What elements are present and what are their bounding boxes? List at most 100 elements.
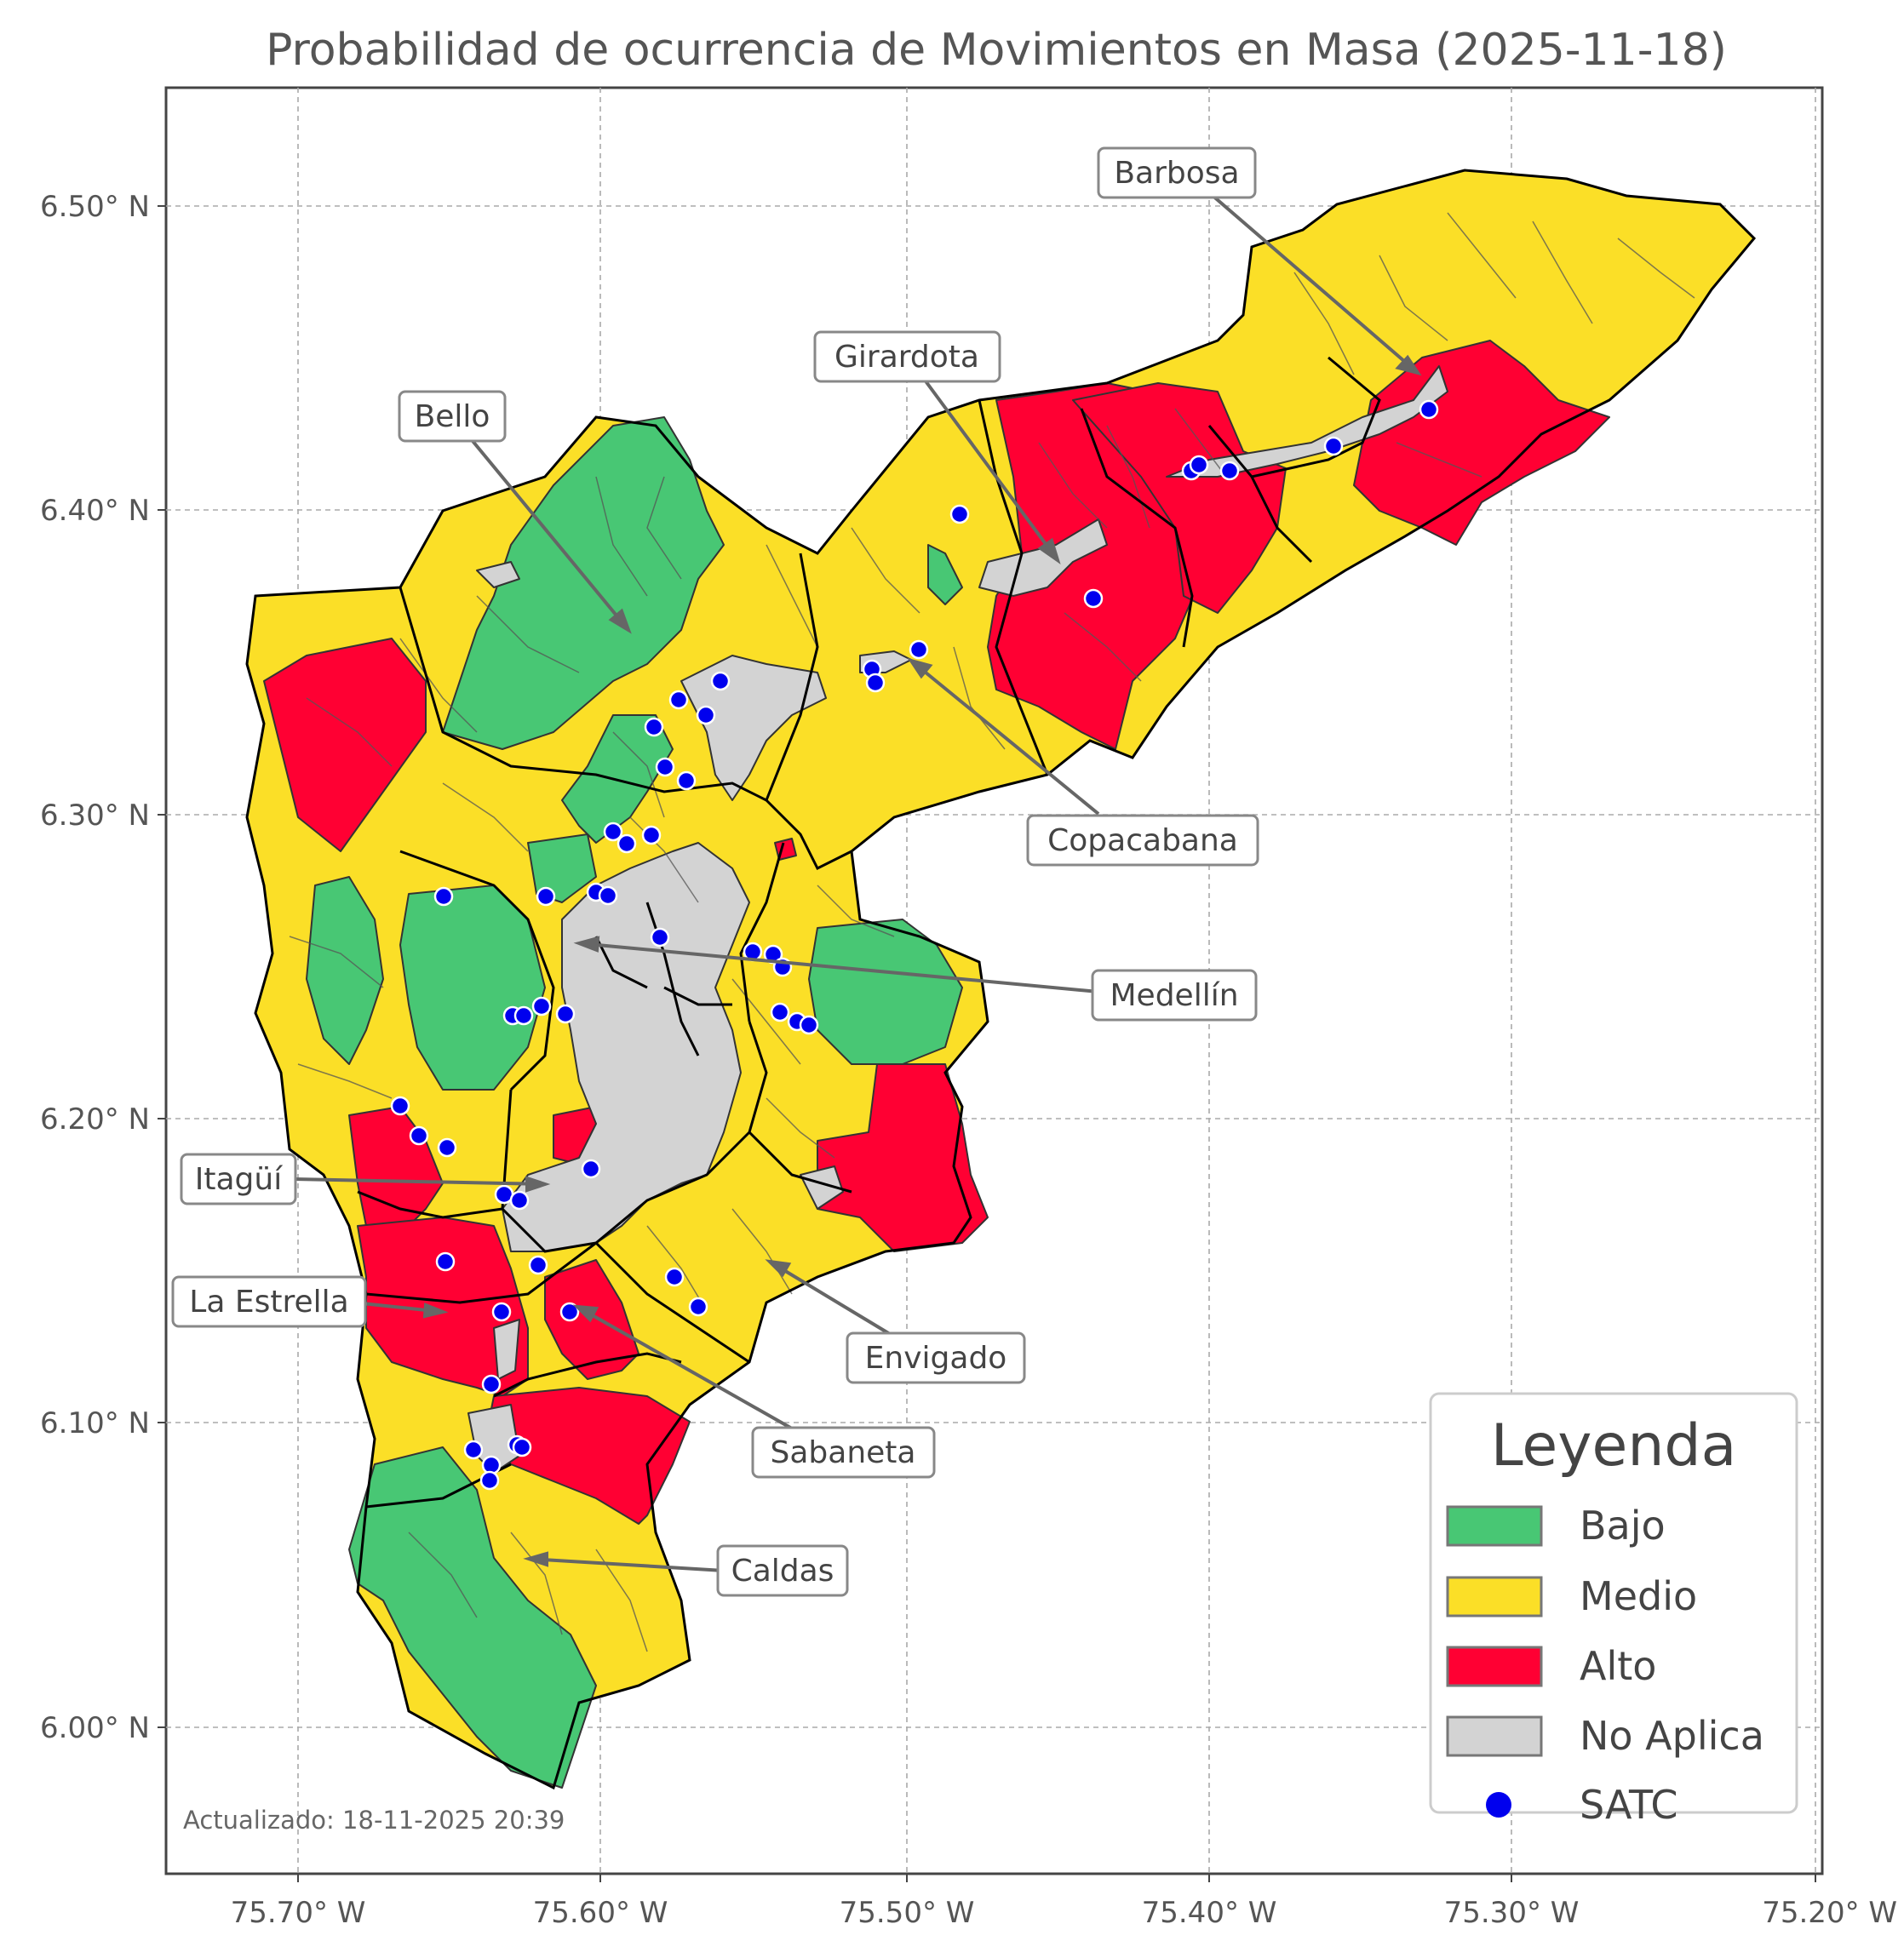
satc-station — [479, 1470, 500, 1491]
y-tick-label: 6.30° N — [40, 799, 150, 833]
satc-station — [555, 1004, 576, 1024]
satc-station — [668, 690, 689, 710]
satc-station — [536, 886, 556, 907]
satc-station — [598, 885, 618, 906]
legend-swatch-alto — [1446, 1646, 1543, 1687]
callout-label-barbosa: Barbosa — [1097, 146, 1257, 199]
satc-station — [603, 822, 623, 842]
y-axis: 6.50° N 6.40° N 6.30° N 6.20° N 6.10° N … — [40, 190, 150, 1745]
callout-label-envigado: Envigado — [846, 1331, 1026, 1384]
region-bajo-bello — [442, 416, 725, 750]
x-tick-label: 75.70° W — [231, 1896, 366, 1930]
svg-text:Copacabana: Copacabana — [1047, 823, 1238, 858]
region-alto-barbosa-east — [1353, 340, 1610, 546]
svg-text:Itagüí: Itagüí — [195, 1162, 283, 1197]
satc-station — [655, 757, 675, 777]
satc-station — [909, 639, 929, 660]
callout-arrows — [294, 187, 1422, 1572]
legend-label-no-aplica: No Aplica — [1580, 1713, 1764, 1759]
satc-station — [641, 825, 662, 845]
region-alto-barbosa-mid — [1072, 382, 1287, 614]
municipal-boundaries — [245, 169, 1757, 1790]
region-no-aplica-bello-north — [476, 561, 520, 588]
region-no-aplica-envigado — [800, 1165, 844, 1210]
y-tick-label: 6.40° N — [40, 494, 150, 528]
legend-item-alto: Alto — [1446, 1643, 1656, 1689]
satc-station — [770, 1002, 790, 1022]
callout-label-sabaneta: Sabaneta — [751, 1426, 936, 1479]
satc-station — [513, 1005, 534, 1026]
callout-label-medellin: Medellín — [1091, 969, 1258, 1022]
satc-station — [581, 1159, 601, 1179]
satc-station — [491, 1302, 512, 1322]
svg-text:Sabaneta: Sabaneta — [771, 1435, 916, 1470]
satc-station — [1219, 461, 1240, 481]
legend-marker-satc — [1486, 1792, 1511, 1818]
satc-station — [1083, 588, 1104, 609]
region-bajo-east — [808, 919, 963, 1065]
legend-title: Leyenda — [1491, 1412, 1737, 1480]
legend-item-no-aplica: No Aplica — [1446, 1713, 1764, 1759]
legend-swatch-no-aplica — [1446, 1715, 1543, 1757]
legend-label-alto: Alto — [1580, 1643, 1656, 1689]
satc-station — [676, 770, 697, 791]
x-tick-label: 75.40° W — [1142, 1896, 1277, 1930]
region-no-aplica-medellin — [502, 842, 750, 1252]
tick-marks — [158, 205, 1816, 1882]
legend-item-medio: Medio — [1446, 1573, 1697, 1619]
satc-station — [1323, 436, 1344, 456]
legend-swatch-medio — [1446, 1576, 1543, 1618]
satc-station — [512, 1437, 532, 1457]
legend-label-medio: Medio — [1580, 1573, 1697, 1619]
x-tick-label: 75.30° W — [1444, 1896, 1580, 1930]
region-no-aplica-la-estrella — [493, 1319, 520, 1380]
y-tick-label: 6.00° N — [40, 1711, 150, 1745]
satc-station — [1189, 455, 1209, 475]
callout-label-itagui: Itagüí — [180, 1153, 297, 1205]
legend-label-bajo: Bajo — [1580, 1503, 1666, 1549]
svg-text:Envigado: Envigado — [865, 1341, 1007, 1376]
svg-text:La Estrella: La Estrella — [189, 1285, 348, 1320]
satc-station — [433, 886, 454, 907]
callout-label-bello: Bello — [398, 390, 507, 443]
legend-label-satc: SATC — [1580, 1782, 1677, 1828]
satc-station — [559, 1302, 580, 1322]
region-alto-northwest — [263, 638, 427, 852]
callout-label-la-estrella: La Estrella — [171, 1275, 367, 1328]
callout-label-copacabana: Copacabana — [1026, 814, 1259, 867]
satc-station — [435, 1251, 456, 1272]
satc-station — [644, 717, 664, 737]
x-tick-label: 75.50° W — [840, 1896, 975, 1930]
callout-label-girardota: Girardota — [813, 330, 1001, 383]
region-bajo-guarne — [927, 544, 963, 605]
satc-station — [688, 1297, 708, 1317]
satc-station — [531, 996, 552, 1016]
legend-item-bajo: Bajo — [1446, 1503, 1666, 1549]
internal-boundaries — [289, 212, 1695, 1652]
satc-station — [509, 1190, 530, 1211]
svg-text:Bello: Bello — [415, 399, 490, 434]
satc-station — [650, 927, 670, 948]
y-tick-label: 6.50° N — [40, 190, 150, 224]
satc-station — [437, 1137, 457, 1158]
satc-station — [528, 1255, 548, 1275]
region-bajo-west — [306, 876, 384, 1065]
svg-text:Girardota: Girardota — [834, 340, 979, 375]
satc-station — [409, 1125, 429, 1146]
satc-station — [390, 1096, 410, 1116]
satc-station — [865, 673, 886, 693]
satc-station — [463, 1440, 484, 1460]
svg-text:Caldas: Caldas — [731, 1554, 834, 1589]
satc-station — [617, 833, 637, 854]
svg-text:Medellín: Medellín — [1110, 978, 1238, 1013]
satc-station — [710, 671, 731, 691]
x-tick-label: 75.60° W — [533, 1896, 668, 1930]
legend: Leyenda Bajo Medio Alto No Aplica SATC — [1429, 1392, 1798, 1828]
legend-swatch-bajo — [1446, 1505, 1543, 1547]
legend-item-satc: SATC — [1486, 1782, 1677, 1828]
x-axis: 75.70° W 75.60° W 75.50° W 75.40° W 75.3… — [231, 1896, 1897, 1930]
satc-station — [1419, 399, 1439, 420]
svg-text:Barbosa: Barbosa — [1114, 156, 1239, 191]
region-no-aplica-bello — [680, 655, 827, 801]
